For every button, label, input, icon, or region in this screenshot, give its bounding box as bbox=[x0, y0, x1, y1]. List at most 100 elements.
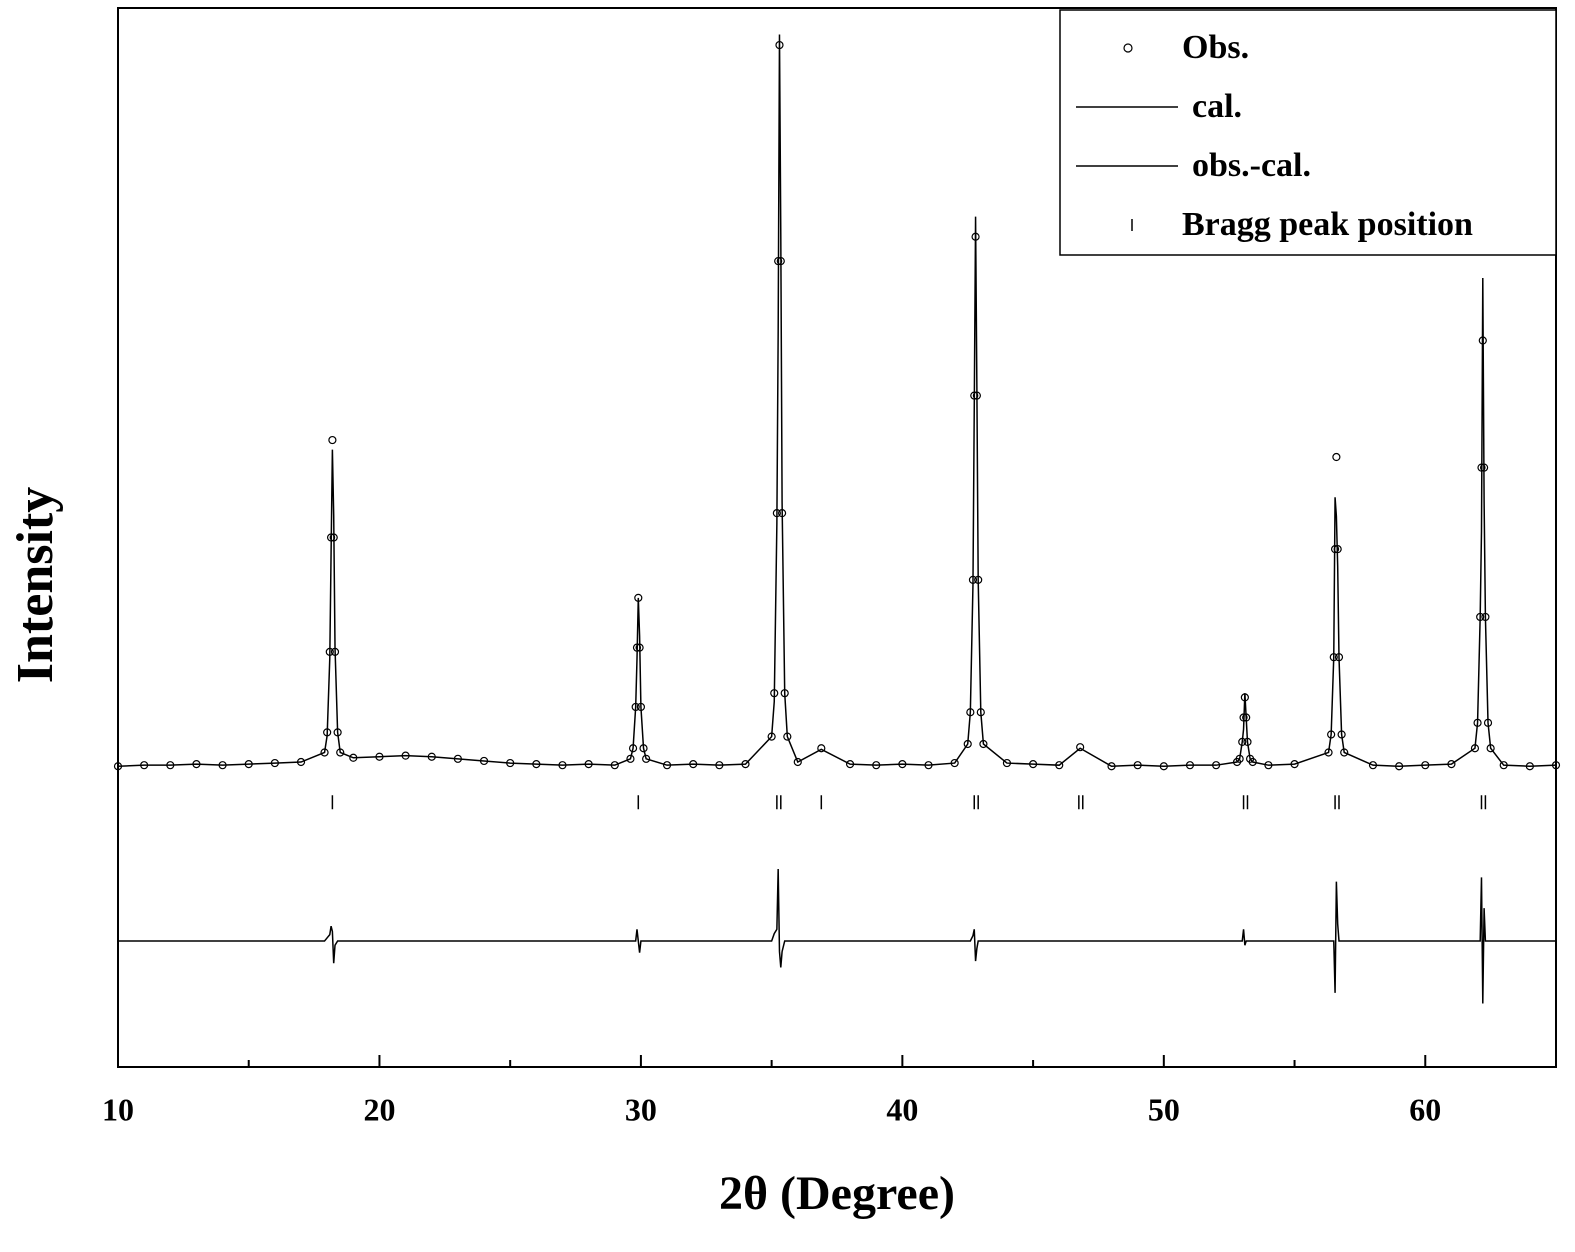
obs-point bbox=[1486, 744, 1495, 753]
obs-point bbox=[320, 748, 329, 757]
obs-point bbox=[632, 643, 642, 652]
obs-point bbox=[1239, 713, 1248, 722]
obs-point bbox=[326, 533, 336, 542]
obs-point bbox=[1332, 452, 1341, 462]
obs-point bbox=[1324, 748, 1333, 757]
series-line bbox=[117, 34, 1557, 767]
obs-point bbox=[479, 756, 489, 766]
legend-marker bbox=[1123, 43, 1133, 53]
x-tick-label: 10 bbox=[102, 1091, 134, 1127]
obs-point bbox=[770, 689, 779, 698]
obs-point bbox=[427, 752, 436, 761]
x-tick-label: 50 bbox=[1148, 1091, 1180, 1127]
obs-point bbox=[1238, 737, 1247, 746]
obs-point bbox=[1264, 761, 1273, 770]
obs-point bbox=[845, 760, 855, 769]
obs-point bbox=[1477, 463, 1486, 472]
obs-point bbox=[584, 760, 593, 769]
obs-point bbox=[323, 728, 332, 737]
obs-point bbox=[628, 744, 638, 753]
obs-point bbox=[777, 509, 787, 518]
obs-point bbox=[774, 257, 783, 266]
obs-point bbox=[1076, 743, 1085, 752]
obs-point bbox=[1055, 761, 1064, 770]
obs-point bbox=[972, 391, 981, 400]
obs-point bbox=[776, 257, 785, 266]
obs-point bbox=[1107, 762, 1116, 771]
obs-point bbox=[1002, 758, 1012, 768]
obs-point bbox=[963, 739, 972, 749]
obs-point bbox=[558, 761, 567, 770]
legend-label: Obs. bbox=[1182, 29, 1249, 66]
obs-point bbox=[772, 509, 781, 518]
obs-point bbox=[218, 761, 227, 770]
obs-point bbox=[1327, 730, 1336, 739]
obs-point bbox=[780, 689, 789, 698]
obs-point bbox=[1185, 761, 1195, 770]
obs-point bbox=[1133, 761, 1142, 770]
obs-point bbox=[639, 744, 648, 753]
obs-point bbox=[333, 728, 342, 737]
legend-box bbox=[1059, 9, 1557, 256]
obs-point bbox=[642, 754, 651, 763]
obs-point bbox=[325, 647, 334, 656]
obs-point bbox=[783, 732, 792, 741]
obs-point bbox=[166, 761, 175, 770]
obs-point bbox=[1481, 612, 1490, 622]
obs-point bbox=[140, 761, 149, 770]
obs-point bbox=[329, 533, 338, 542]
obs-point bbox=[1551, 761, 1561, 770]
obs-point bbox=[296, 757, 306, 767]
obs-point bbox=[1028, 760, 1038, 769]
obs-point bbox=[793, 757, 802, 767]
obs-point bbox=[1479, 463, 1489, 472]
obs-point bbox=[1242, 713, 1251, 722]
obs-point bbox=[1333, 545, 1342, 554]
obs-point bbox=[610, 761, 619, 770]
obs-point bbox=[270, 758, 279, 768]
obs-point bbox=[1329, 653, 1338, 662]
x-tick-label: 20 bbox=[363, 1091, 395, 1127]
obs-point bbox=[872, 761, 881, 770]
obs-point bbox=[976, 708, 985, 717]
obs-point bbox=[767, 732, 776, 741]
obs-point bbox=[979, 739, 988, 749]
obs-point bbox=[1476, 612, 1485, 622]
obs-point bbox=[817, 744, 826, 753]
obs-point bbox=[401, 751, 410, 760]
obs-point bbox=[971, 232, 980, 241]
obs-point bbox=[1240, 693, 1249, 702]
obs-point bbox=[1337, 730, 1346, 739]
obs-point bbox=[336, 748, 345, 757]
obs-point bbox=[1483, 718, 1493, 727]
obs-point bbox=[662, 761, 672, 770]
obs-point bbox=[775, 40, 784, 50]
obs-point bbox=[715, 761, 724, 770]
obs-point bbox=[1340, 748, 1349, 757]
obs-point bbox=[1235, 754, 1244, 763]
obs-point bbox=[636, 702, 646, 712]
legend-label: cal. bbox=[1192, 88, 1242, 125]
obs-point bbox=[1470, 744, 1480, 753]
obs-point bbox=[634, 593, 643, 602]
obs-point bbox=[349, 753, 358, 762]
legend-label: obs.-cal. bbox=[1192, 147, 1311, 184]
obs-point bbox=[1395, 762, 1404, 771]
obs-point bbox=[328, 435, 337, 445]
obs-point bbox=[968, 575, 978, 584]
obs-point bbox=[970, 391, 979, 400]
obs-point bbox=[1290, 760, 1299, 769]
obs-point bbox=[1525, 762, 1534, 771]
x-tick-label: 60 bbox=[1409, 1091, 1441, 1127]
obs-point bbox=[898, 760, 907, 769]
obs-point bbox=[741, 760, 750, 769]
obs-point bbox=[1334, 653, 1344, 662]
obs-point bbox=[924, 761, 933, 770]
obs-point bbox=[1248, 757, 1257, 767]
obs-point bbox=[635, 643, 644, 652]
obs-point bbox=[1421, 761, 1430, 770]
obs-point bbox=[1447, 760, 1456, 769]
obs-point bbox=[532, 760, 541, 769]
obs-point bbox=[330, 647, 340, 656]
